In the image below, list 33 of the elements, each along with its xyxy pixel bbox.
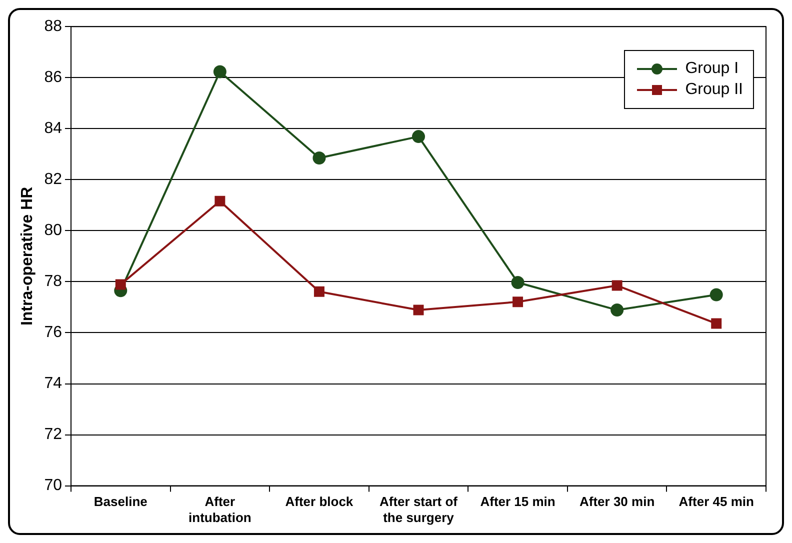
point: [511, 276, 524, 289]
x-tick-label: Baseline: [94, 494, 148, 510]
x-tick-label: After 30 min: [580, 494, 655, 510]
y-axis-title: Intra-operative HR: [19, 186, 36, 326]
point: [312, 151, 326, 164]
x-tick-label: After 45 min: [678, 494, 754, 510]
point: [314, 286, 324, 297]
y-tick-label: 86: [44, 69, 62, 86]
point: [612, 280, 622, 291]
legend-label: Group I: [685, 60, 739, 78]
y-tick-label: 72: [44, 426, 62, 444]
y-tick-label: 80: [44, 222, 62, 240]
point: [413, 304, 424, 316]
y-tick-label: 82: [44, 171, 62, 188]
x-tick-label: After intubation: [188, 494, 252, 525]
legend-label: Group II: [685, 81, 743, 99]
point: [711, 318, 722, 329]
point: [512, 296, 524, 308]
point: [610, 304, 624, 317]
point: [710, 288, 723, 302]
point: [213, 65, 226, 78]
point: [214, 196, 226, 206]
x-tick-label: After block: [285, 494, 354, 510]
point: [115, 279, 126, 290]
y-tick-label: 70: [44, 477, 62, 494]
y-tick-label: 76: [44, 324, 62, 342]
y-tick-label: 78: [44, 273, 62, 290]
y-tick-label: 88: [44, 18, 62, 36]
x-tick-label: After start of the surgery: [379, 494, 458, 525]
x-tick-label: After 15 min: [480, 494, 556, 510]
y-tick-label: 84: [44, 120, 62, 138]
y-tick-label: 74: [44, 375, 62, 392]
point: [412, 130, 425, 144]
